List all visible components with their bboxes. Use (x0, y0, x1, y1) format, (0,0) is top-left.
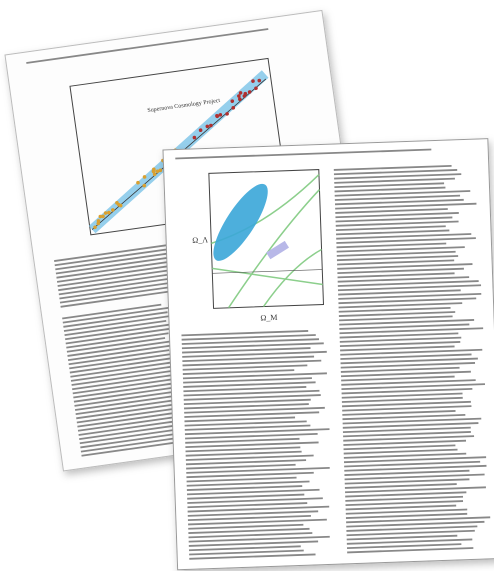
scene: Supernova Cosmology Project Ω_M Ω_Λ (0, 0, 494, 571)
y-axis-label: Ω_Λ (192, 235, 208, 245)
x-axis-label: Ω_M (260, 313, 277, 323)
page-sheet (163, 139, 494, 570)
front-page: Ω_M Ω_Λ (163, 139, 494, 570)
